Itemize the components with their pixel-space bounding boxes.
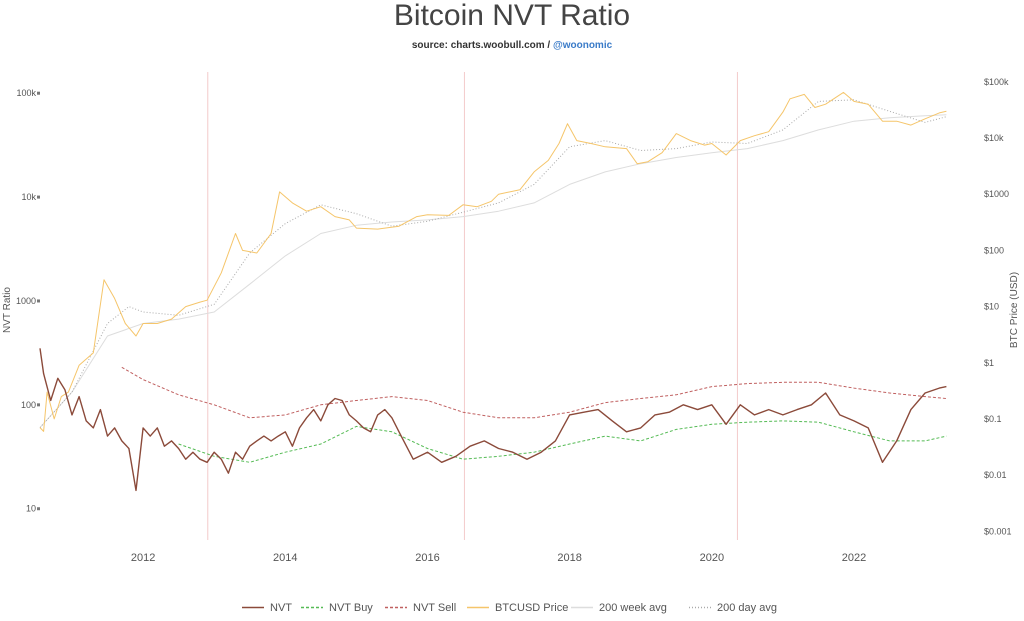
- right-axis-label: BTC Price (USD): [1009, 272, 1020, 348]
- right-tick-label: $0.1: [984, 414, 1002, 424]
- legend-label-nvt[interactable]: NVT: [270, 602, 292, 614]
- legend-label-200-day-avg[interactable]: 200 day avg: [717, 602, 777, 614]
- series-line-btcusd-price: [39, 91, 947, 432]
- right-tick-label: $10k: [984, 133, 1004, 143]
- left-tick-marker: [37, 195, 40, 199]
- right-tick-label: $0.01: [984, 470, 1007, 480]
- series-line-nvt-buy: [178, 420, 947, 463]
- x-tick-label: 2014: [273, 552, 297, 564]
- x-tick-label: 2018: [557, 552, 581, 564]
- left-tick-label: 10: [26, 504, 36, 514]
- series-line-nvt-sell: [121, 366, 947, 419]
- x-tick-label: 2020: [700, 552, 724, 564]
- left-tick-label: 10k: [21, 192, 36, 202]
- right-tick-label: $1000: [984, 189, 1009, 199]
- left-tick-label: 100k: [16, 88, 36, 98]
- left-tick-marker: [37, 507, 40, 511]
- x-tick-label: 2012: [131, 552, 155, 564]
- left-tick-marker: [37, 403, 40, 407]
- x-tick-label: 2022: [842, 552, 866, 564]
- left-axis-ticks: 10 100 1000 10k 100k: [16, 88, 40, 514]
- right-tick-label: $1: [984, 358, 994, 368]
- right-tick-label: $100: [984, 245, 1004, 255]
- x-axis-ticks: 2012 2014 2016 2018 2020 2022: [131, 552, 866, 564]
- series-line-nvt: [39, 348, 947, 492]
- right-axis-ticks: $0.001 $0.01 $0.1 $1 $10 $100 $1000 $10k $100k: [984, 77, 1012, 536]
- series-lines: [39, 91, 947, 492]
- left-tick-label: 1000: [16, 296, 36, 306]
- legend-label-nvt-buy[interactable]: NVT Buy: [329, 602, 373, 614]
- legend-label-200-week-avg[interactable]: 200 week avg: [599, 602, 667, 614]
- right-tick-label: $0.001: [984, 526, 1012, 536]
- subtitle-source: source: charts.woobull.com /: [412, 40, 553, 51]
- legend-label-btcusd-price[interactable]: BTCUSD Price: [495, 602, 568, 614]
- chart-subtitle: source: charts.woobull.com / @woonomic: [412, 40, 613, 51]
- right-tick-label: $100k: [984, 77, 1009, 87]
- chart-title: Bitcoin NVT Ratio: [394, 0, 630, 32]
- legend-label-nvt-sell[interactable]: NVT Sell: [413, 602, 456, 614]
- subtitle-link[interactable]: @woonomic: [553, 40, 613, 51]
- left-tick-marker: [37, 91, 40, 95]
- legend: NVT NVT Buy NVT Sell BTCUSD Price 200 week a…: [242, 602, 777, 614]
- left-tick-marker: [37, 299, 40, 303]
- left-tick-label: 100: [21, 400, 36, 410]
- series-line-200-week-avg: [39, 114, 947, 428]
- right-tick-label: $10: [984, 302, 999, 312]
- left-axis-label: NVT Ratio: [2, 287, 13, 333]
- x-tick-label: 2016: [415, 552, 439, 564]
